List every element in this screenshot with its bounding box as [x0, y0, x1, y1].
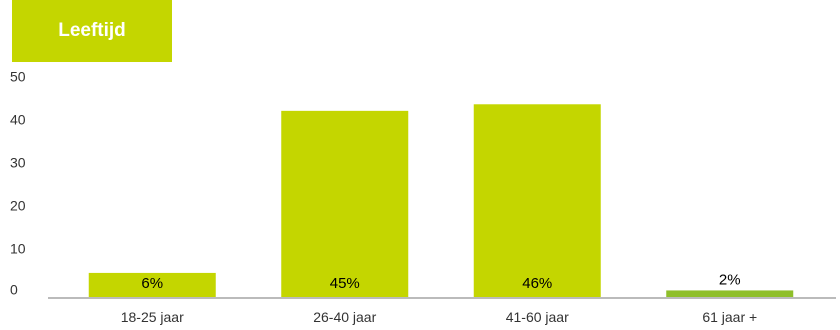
x-tick-label: 26-40 jaar — [313, 309, 376, 325]
y-tick-label: 30 — [10, 155, 26, 171]
x-tick-label: 18-25 jaar — [121, 309, 184, 325]
bar-18-25-jaar — [88, 272, 216, 297]
y-tick-label: 50 — [10, 69, 26, 85]
y-tick-label: 10 — [10, 241, 26, 257]
y-tick-label: 20 — [10, 198, 26, 214]
bar-41-60-jaar — [473, 104, 601, 297]
data-label: 45% — [330, 275, 360, 292]
bar-26-40-jaar — [281, 110, 409, 297]
x-tick-label: 41-60 jaar — [506, 309, 569, 325]
y-tick-label: 40 — [10, 112, 26, 128]
bar-61-jaar- — [666, 290, 794, 297]
x-tick-label: 61 jaar + — [702, 309, 757, 325]
data-label: 2% — [719, 271, 741, 288]
data-label: 6% — [141, 275, 163, 292]
data-label: 46% — [522, 275, 552, 292]
y-tick-label: 0 — [10, 282, 18, 298]
chart-title: Leeftijd — [12, 0, 172, 62]
